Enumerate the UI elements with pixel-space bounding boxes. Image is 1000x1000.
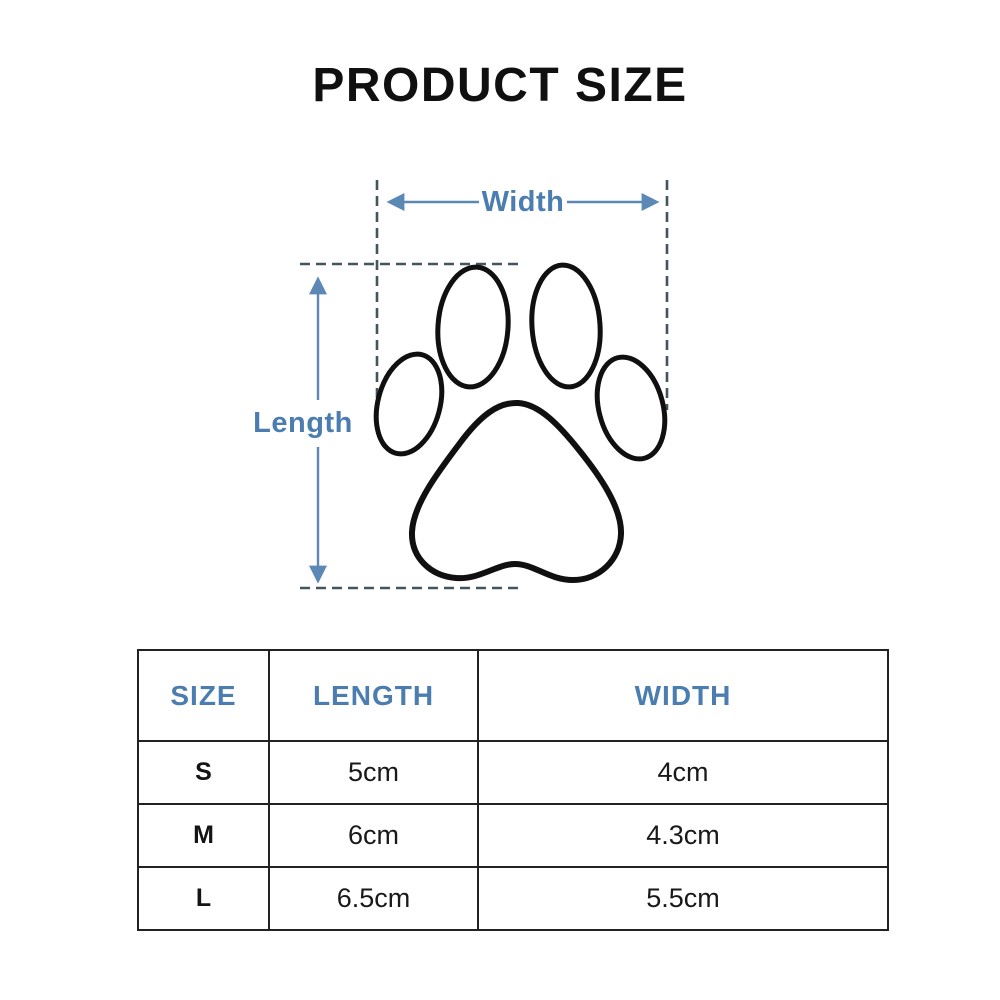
paw-toe-outer-left bbox=[373, 351, 445, 457]
paw-toe-inner-left bbox=[435, 264, 511, 390]
column-header-width: WIDTH bbox=[477, 649, 889, 742]
width-cell: 4cm bbox=[477, 740, 889, 805]
size-cell: L bbox=[137, 866, 270, 931]
table-header-row: SIZE LENGTH WIDTH bbox=[137, 649, 889, 742]
table-row-l: L 6.5cm 5.5cm bbox=[137, 866, 889, 931]
page-title: PRODUCT SIZE bbox=[312, 59, 688, 112]
length-label: Length bbox=[253, 407, 353, 439]
table-row-m: M 6cm 4.3cm bbox=[137, 803, 889, 868]
length-cell: 5cm bbox=[268, 740, 479, 805]
size-cell: M bbox=[137, 803, 270, 868]
size-table: SIZE LENGTH WIDTH S 5cm 4cm M 6cm 4.3cm … bbox=[137, 649, 889, 931]
paw-toe-outer-right bbox=[594, 354, 668, 462]
length-cell: 6cm bbox=[268, 803, 479, 868]
width-cell: 5.5cm bbox=[477, 866, 889, 931]
width-dimension: Width bbox=[386, 186, 660, 218]
paw-print-icon bbox=[373, 262, 668, 583]
width-cell: 4.3cm bbox=[477, 803, 889, 868]
column-header-length: LENGTH bbox=[268, 649, 479, 742]
column-header-size: SIZE bbox=[137, 649, 270, 742]
dimension-diagram: Width Length bbox=[253, 180, 669, 590]
width-label: Width bbox=[482, 186, 565, 218]
paw-toe-inner-right bbox=[529, 262, 603, 390]
length-dimension: Length bbox=[253, 276, 353, 584]
guide-lines bbox=[300, 180, 669, 590]
paw-pad bbox=[408, 399, 625, 583]
table-row-s: S 5cm 4cm bbox=[137, 740, 889, 805]
length-cell: 6.5cm bbox=[268, 866, 479, 931]
size-cell: S bbox=[137, 740, 270, 805]
